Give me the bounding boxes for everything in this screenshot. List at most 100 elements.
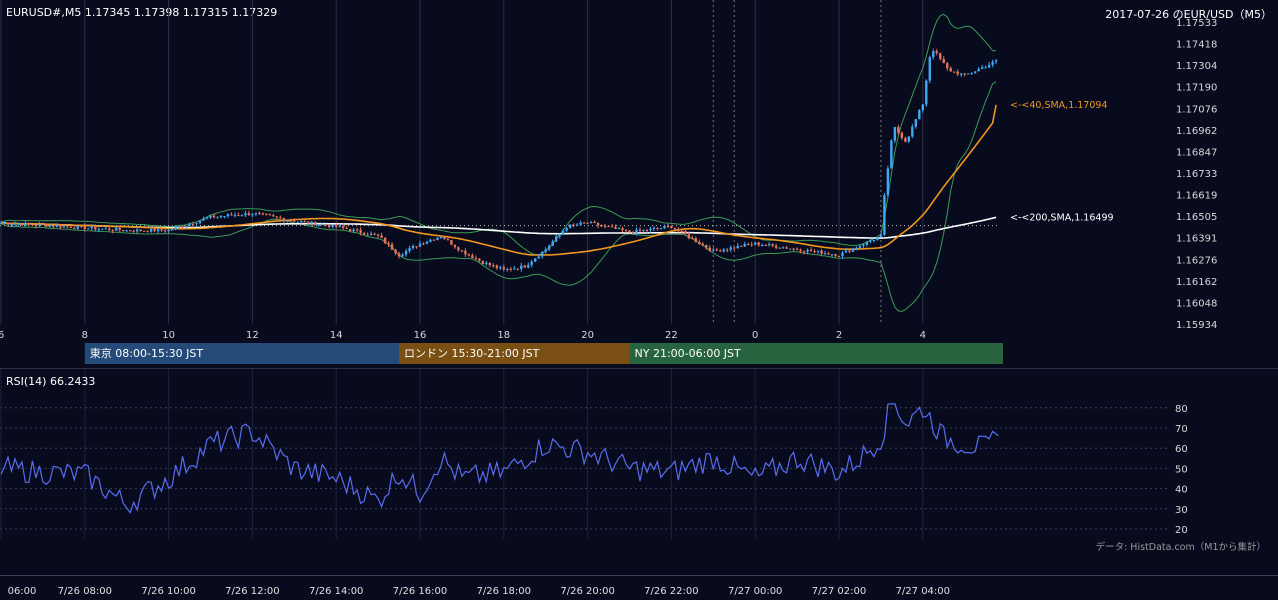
bollinger-lower-band xyxy=(1,81,997,313)
candle-body xyxy=(422,243,425,245)
candle-body xyxy=(205,217,209,219)
candle-body xyxy=(48,225,52,227)
candle-body xyxy=(97,228,100,230)
candle-body xyxy=(373,233,376,235)
candle-body xyxy=(279,217,282,219)
session-label: ロンドン 15:30-21:00 JST xyxy=(404,347,540,360)
candle-body xyxy=(942,58,945,64)
candle-body xyxy=(586,222,589,224)
candle-body xyxy=(624,230,628,232)
price-tick-label: 1.17304 xyxy=(1176,61,1217,72)
candle-body xyxy=(932,51,935,58)
candle-body xyxy=(212,215,216,218)
candle-body xyxy=(879,234,883,238)
candle-body xyxy=(300,221,303,223)
candle-body xyxy=(949,68,952,72)
rsi-line xyxy=(0,403,999,514)
candle-body xyxy=(708,247,712,251)
rsi-tick-label: 80 xyxy=(1175,404,1188,415)
session-label: 東京 08:00-15:30 JST xyxy=(90,346,204,360)
candle-body xyxy=(380,235,383,238)
hour-tick-label: 20 xyxy=(581,330,594,340)
candle-body xyxy=(991,61,994,65)
candle-body xyxy=(108,228,111,231)
candle-body xyxy=(600,225,603,227)
candle-body xyxy=(799,249,802,252)
candle-body xyxy=(156,229,160,232)
candle-body xyxy=(397,253,401,257)
candle-body xyxy=(55,225,59,227)
candle-body xyxy=(851,248,855,252)
candle-body xyxy=(209,215,212,218)
candle-body xyxy=(558,234,561,237)
candle-body xyxy=(848,250,851,252)
candle-body xyxy=(785,247,788,249)
candle-body xyxy=(834,254,837,256)
candle-body xyxy=(31,224,34,226)
candle-body xyxy=(544,249,547,252)
price-tick-label: 1.16391 xyxy=(1176,234,1217,245)
candle-body xyxy=(369,233,373,235)
candle-body xyxy=(453,244,457,248)
candle-body xyxy=(153,228,156,232)
rsi-tick-label: 40 xyxy=(1175,485,1188,496)
candle-body xyxy=(0,222,3,224)
candle-body xyxy=(649,228,652,231)
candle-body xyxy=(104,228,107,230)
candle-body xyxy=(925,80,928,105)
time-tick-label: 7/26 22:00 xyxy=(644,586,698,597)
candle-body xyxy=(736,245,739,249)
session-block xyxy=(84,343,400,364)
candle-body xyxy=(383,237,387,244)
session-bar: 東京 08:00-15:30 JST ロンドン 15:30-21:00 JST NY… xyxy=(84,343,1003,364)
candle-body xyxy=(980,67,984,69)
candle-body xyxy=(41,224,45,226)
candle-body xyxy=(663,226,666,229)
candle-body xyxy=(816,250,820,252)
price-tick-label: 1.16048 xyxy=(1176,298,1217,309)
candle-body xyxy=(237,215,240,217)
candle-body xyxy=(886,168,890,196)
data-source-note: データ: HistData.com（M1から集計） xyxy=(1096,541,1266,553)
candle-body xyxy=(956,71,959,75)
candle-body xyxy=(52,225,55,227)
candle-body xyxy=(87,228,90,230)
candle-body xyxy=(506,268,509,270)
price-tick-label: 1.17190 xyxy=(1176,83,1217,94)
time-tick-label: 06:00 xyxy=(8,586,37,597)
candle-body xyxy=(865,241,869,245)
candle-body xyxy=(76,225,80,229)
candle-body xyxy=(565,227,568,231)
candle-body xyxy=(429,239,432,242)
candle-body xyxy=(240,215,244,217)
candle-body xyxy=(338,226,341,228)
candle-body xyxy=(582,222,586,224)
candle-body xyxy=(677,229,680,231)
candle-body xyxy=(701,243,705,245)
candle-body xyxy=(977,68,980,72)
chart-title: 2017-07-26 のEUR/USD（M5） xyxy=(1105,8,1272,21)
candle-body xyxy=(541,251,544,257)
rsi-tick-label: 60 xyxy=(1175,444,1188,455)
candle-body xyxy=(554,236,558,242)
candle-body xyxy=(589,221,593,223)
candle-body xyxy=(418,243,422,247)
candle-body xyxy=(265,213,268,215)
candle-body xyxy=(359,229,362,233)
candle-body xyxy=(984,67,987,69)
price-tick-label: 1.16505 xyxy=(1176,212,1217,223)
candle-body xyxy=(282,218,286,221)
candle-body xyxy=(20,223,24,226)
candle-body xyxy=(747,244,750,246)
candle-body xyxy=(575,224,579,226)
candle-body xyxy=(715,249,718,251)
candle-body xyxy=(509,268,512,270)
candle-body xyxy=(219,216,223,218)
candle-body xyxy=(115,228,118,231)
time-tick-label: 7/27 04:00 xyxy=(896,586,950,597)
candle-body xyxy=(635,229,638,234)
time-tick-label: 7/26 16:00 xyxy=(393,586,447,597)
candle-body xyxy=(62,226,66,228)
price-tick-label: 1.16733 xyxy=(1176,169,1217,180)
candle-body xyxy=(142,230,146,232)
